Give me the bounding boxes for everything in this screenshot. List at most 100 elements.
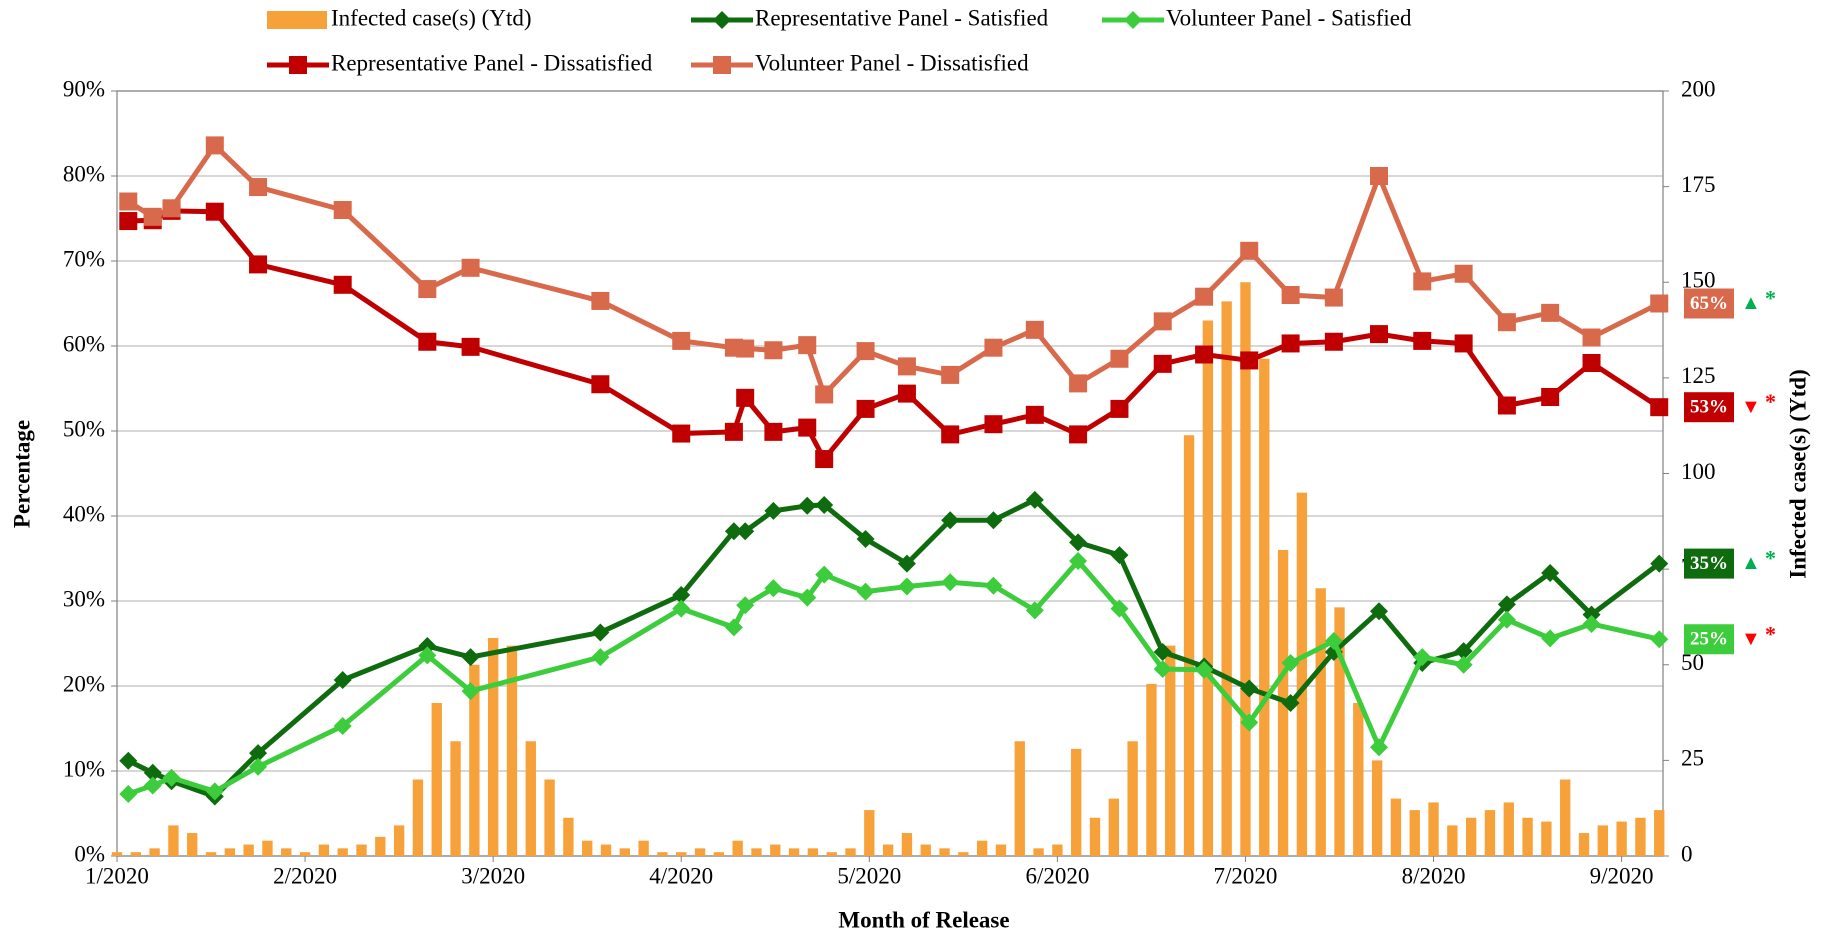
- bar: [431, 703, 442, 856]
- end-label-note: *: [1765, 621, 1776, 646]
- end-label: 53%: [1690, 397, 1728, 418]
- bar: [995, 844, 1007, 856]
- bar: [1635, 817, 1646, 856]
- point: [736, 596, 755, 615]
- bar: [1654, 810, 1665, 856]
- bar: [1371, 760, 1383, 856]
- end-label: 25%: [1690, 629, 1728, 650]
- point: [1541, 563, 1560, 582]
- point: [856, 582, 875, 601]
- series-line: [126, 142, 1661, 397]
- point: [984, 576, 1003, 595]
- point: [764, 501, 783, 520]
- x-tick-label: 9/2020: [1590, 863, 1654, 888]
- y2-tick-label: 0: [1681, 841, 1693, 866]
- point: [1497, 396, 1516, 415]
- legend-label: Representative Panel - Satisfied: [755, 5, 1049, 30]
- point: [162, 199, 181, 218]
- point: [1497, 610, 1516, 629]
- bar: [1033, 848, 1044, 856]
- bar: [1465, 817, 1477, 856]
- point: [1413, 331, 1432, 350]
- x-axis-title: Month of Release: [838, 907, 1009, 932]
- point: [1069, 374, 1088, 393]
- point: [333, 671, 352, 690]
- point: [143, 207, 162, 226]
- point: [984, 415, 1003, 434]
- bar: [1616, 821, 1627, 856]
- bar: [1014, 741, 1025, 856]
- y2-tick-label: 100: [1681, 459, 1716, 484]
- bar: [375, 836, 386, 856]
- bar: [130, 852, 141, 856]
- end-label-box: [1684, 548, 1734, 579]
- point: [1370, 325, 1389, 344]
- point: [736, 388, 755, 407]
- point: [724, 422, 743, 441]
- point: [1240, 713, 1259, 732]
- point: [418, 332, 437, 351]
- point: [1110, 399, 1129, 418]
- point: [856, 342, 875, 361]
- point: [1650, 554, 1669, 573]
- bar: [525, 741, 536, 856]
- legend-marker: [713, 11, 731, 29]
- bar: [205, 852, 217, 856]
- end-label-arrow: ▼: [1741, 396, 1761, 418]
- bar: [882, 844, 894, 856]
- y2-tick-label: 200: [1681, 76, 1716, 101]
- y-tick-label: 20%: [63, 671, 105, 696]
- bar: [1409, 810, 1420, 856]
- point: [897, 554, 916, 573]
- point: [119, 212, 138, 231]
- end-label-box: [1684, 624, 1734, 655]
- point: [724, 618, 743, 637]
- bar: [1503, 802, 1514, 856]
- point: [1582, 605, 1601, 624]
- bar: [1541, 821, 1552, 856]
- bar: [111, 852, 123, 856]
- y2-tick-label: 125: [1681, 363, 1716, 388]
- bar: [788, 848, 800, 856]
- point: [672, 586, 691, 605]
- series-line: [128, 208, 1661, 462]
- point: [1413, 272, 1432, 291]
- bar: [1484, 810, 1496, 856]
- point: [1069, 533, 1088, 552]
- point: [1195, 660, 1214, 679]
- point: [143, 776, 162, 795]
- bar: [168, 825, 179, 856]
- end-label-box: [1684, 288, 1734, 319]
- x-tick-label: 2/2020: [273, 863, 337, 888]
- bar: [1071, 748, 1082, 856]
- point: [1650, 398, 1669, 417]
- bar: [224, 848, 236, 856]
- end-label-arrow: ▲: [1741, 292, 1761, 314]
- legend-swatch: [267, 11, 327, 29]
- y-tick-label: 80%: [63, 161, 105, 186]
- point: [1582, 614, 1601, 633]
- x-tick-label: 1/2020: [85, 863, 149, 888]
- bar: [149, 848, 160, 856]
- bar: [845, 848, 856, 856]
- point: [736, 522, 755, 541]
- point: [205, 202, 224, 221]
- bar: [1334, 607, 1345, 856]
- bar: [1183, 435, 1195, 856]
- point: [1541, 629, 1560, 648]
- bar: [1315, 588, 1326, 856]
- point: [672, 331, 691, 350]
- point: [1025, 601, 1044, 620]
- point: [1153, 312, 1172, 331]
- bar: [1052, 844, 1063, 856]
- point: [1069, 425, 1088, 444]
- legend-label: Representative Panel - Dissatisfied: [331, 50, 653, 75]
- point: [461, 258, 480, 277]
- point: [418, 280, 437, 299]
- bar: [920, 844, 931, 856]
- bar: [1127, 741, 1138, 856]
- bar: [1202, 320, 1214, 856]
- point: [1110, 599, 1129, 618]
- bar: [638, 840, 649, 856]
